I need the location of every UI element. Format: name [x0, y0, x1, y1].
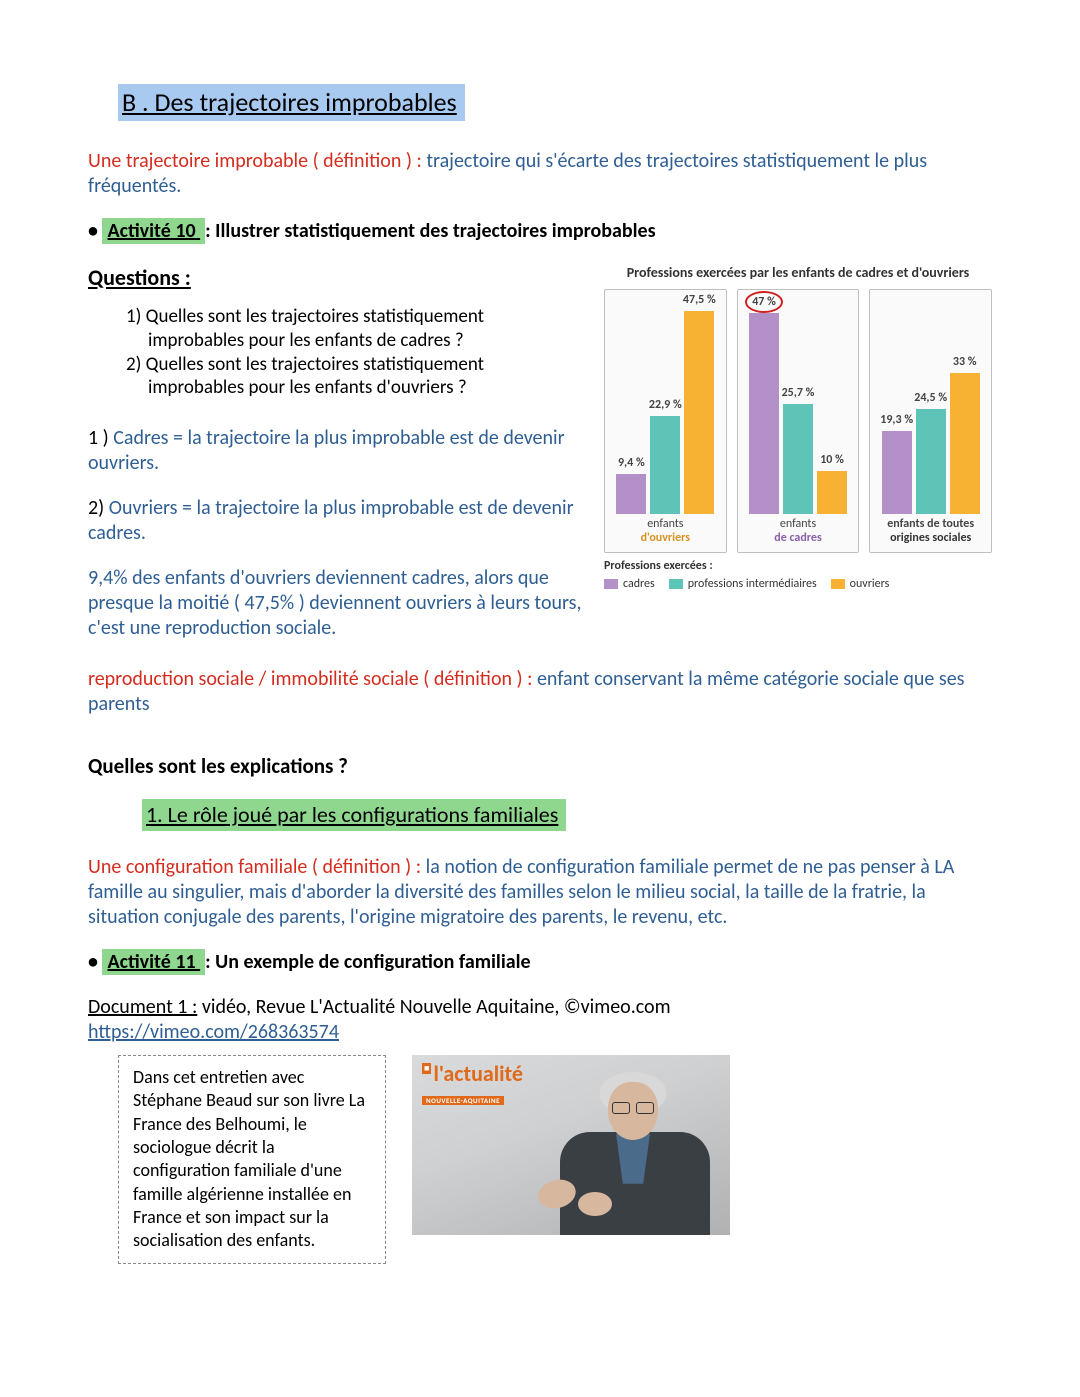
chart-bar: 9,4 %: [616, 474, 646, 514]
highlight-circle: [745, 291, 783, 313]
chart-bar: 25,7 %: [783, 404, 813, 514]
chart-legend: Professions exercées : cadres professions…: [604, 559, 992, 592]
bar-label: 47,5 %: [683, 293, 716, 308]
bar-label: 22,9 %: [649, 398, 682, 413]
video-logo-main: l'actualité: [433, 1060, 523, 1087]
chart-group: 19,3 %24,5 %33 %enfants de toutesorigine…: [869, 289, 992, 553]
chart-bar: 22,9 %: [650, 416, 680, 514]
video-logo: ■l'actualité NOUVELLE-AQUITAINE: [422, 1063, 523, 1107]
definition-3-label: Une configuration familiale ( définition…: [88, 855, 421, 879]
legend-title: Professions exercées :: [604, 559, 713, 573]
definition-1: Une trajectoire improbable ( définition …: [88, 149, 992, 199]
answer-2-body: Ouvriers = la trajectoire la plus improb…: [88, 496, 574, 545]
bar-label: 9,4 %: [618, 456, 645, 471]
document-1-link[interactable]: https://vimeo.com/268363574: [88, 1020, 339, 1044]
definition-2-label: reproduction sociale / immobilité social…: [88, 667, 532, 691]
legend-item: professions intermédiaires: [669, 577, 817, 592]
sub-heading-1: 1. Le rôle joué par les configurations f…: [142, 799, 566, 831]
questions-list: 1) Quelles sont les trajectoires statist…: [126, 305, 584, 400]
legend-swatch: [604, 579, 618, 589]
activity-11: • Activité 11 : Un exemple de configurat…: [88, 950, 992, 975]
activity-11-body: : Un exemple de configuration familiale: [205, 950, 530, 974]
answer-2: 2) Ouvriers = la trajectoire la plus imp…: [88, 496, 584, 546]
activity-11-badge: Activité 11: [102, 949, 205, 975]
legend-swatch: [831, 579, 845, 589]
stat-text: 9,4% des enfants d'ouvriers deviennent c…: [88, 566, 584, 641]
explications-heading: Quelles sont les explications ?: [88, 753, 992, 779]
video-logo-sub: NOUVELLE-AQUITAINE: [422, 1096, 504, 1105]
answer-2-prefix: 2): [88, 496, 109, 520]
chart-bar: 10 %: [817, 471, 847, 514]
legend-swatch: [669, 579, 683, 589]
activity-10-badge: Activité 10: [102, 218, 205, 244]
chart-title: Professions exercées par les enfants de …: [604, 264, 992, 282]
bar-label: 33 %: [953, 355, 977, 370]
answer-1-prefix: 1 ): [88, 426, 113, 450]
chart-bar: 19,3 %: [882, 431, 912, 514]
professions-chart: Professions exercées par les enfants de …: [604, 264, 992, 592]
bar-label: 10 %: [820, 453, 844, 468]
bar-label: 19,3 %: [880, 413, 913, 428]
question-2: 2) Quelles sont les trajectoires statist…: [126, 353, 584, 401]
group-label: enfantsd'ouvriers: [605, 514, 726, 552]
definition-1-label: Une trajectoire improbable ( définition …: [88, 149, 422, 173]
definition-2: reproduction sociale / immobilité social…: [88, 667, 992, 717]
document-1-body: vidéo, Revue L'Actualité Nouvelle Aquita…: [197, 995, 670, 1019]
chart-bar: 47 %: [749, 313, 779, 514]
answer-1-body: Cadres = la trajectoire la plus improbab…: [88, 426, 565, 475]
chart-bar: 33 %: [950, 373, 980, 514]
question-1: 1) Quelles sont les trajectoires statist…: [126, 305, 584, 353]
bar-label: 24,5 %: [914, 391, 947, 406]
group-label: enfantsde cadres: [738, 514, 859, 552]
group-label: enfants de toutesorigines sociales: [870, 514, 991, 552]
answer-1: 1 ) Cadres = la trajectoire la plus impr…: [88, 426, 584, 476]
bar-label: 25,7 %: [782, 386, 815, 401]
legend-item: ouvriers: [831, 577, 890, 592]
person-illustration: [530, 1070, 730, 1235]
video-caption: Dans cet entretien avec Stéphane Beaud s…: [118, 1055, 386, 1264]
legend-item: cadres: [604, 577, 655, 592]
chart-bar: 24,5 %: [916, 409, 946, 514]
chart-group: 47 %25,7 %10 %enfantsde cadres: [737, 289, 860, 553]
questions-heading: Questions :: [88, 264, 584, 292]
chart-bar: 47,5 %: [684, 311, 714, 514]
document-1: Document 1 : vidéo, Revue L'Actualité No…: [88, 995, 992, 1045]
definition-3: Une configuration familiale ( définition…: [88, 855, 992, 930]
video-thumbnail[interactable]: ■l'actualité NOUVELLE-AQUITAINE: [412, 1055, 730, 1235]
chart-group: 9,4 %22,9 %47,5 %enfantsd'ouvriers: [604, 289, 727, 553]
activity-10-body: : Illustrer statistiquement des trajecto…: [205, 219, 655, 243]
activity-10: • Activité 10 : Illustrer statistiquemen…: [88, 219, 992, 244]
document-1-label: Document 1 :: [88, 995, 197, 1019]
section-title: B . Des trajectoires improbables: [118, 84, 465, 121]
